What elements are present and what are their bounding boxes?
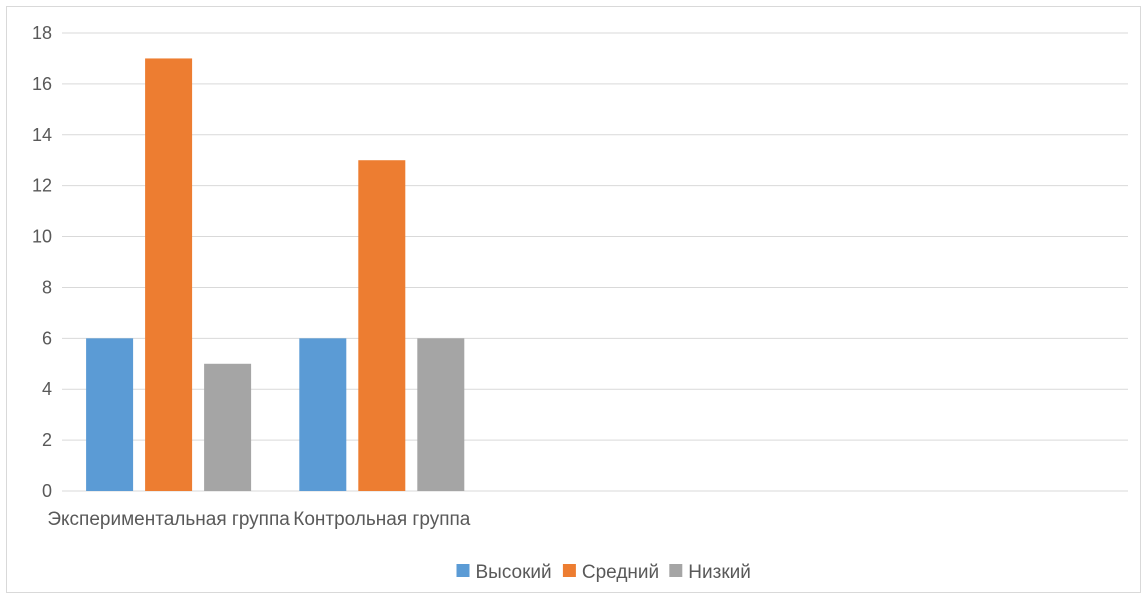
bar-1-Высокий: [86, 338, 134, 491]
y-tick-label: 18: [32, 23, 52, 43]
bars: [86, 58, 465, 491]
legend-swatch: [456, 564, 470, 577]
y-tick-label: 0: [42, 481, 52, 501]
x-category-label: Контрольная группа: [293, 509, 471, 530]
legend-label: Высокий: [476, 562, 552, 583]
y-axis-ticks: 0 2 4 6 8 10 12 14 16 18: [32, 23, 52, 501]
y-tick-label: 10: [32, 227, 52, 247]
bar-2-Средний: [358, 160, 406, 491]
x-axis-categories: Экспериментальная группа Контрольная груп…: [47, 509, 470, 530]
y-tick-label: 16: [32, 74, 52, 94]
y-tick-label: 4: [42, 379, 52, 399]
y-tick-label: 6: [42, 328, 52, 348]
legend-label: Низкий: [688, 562, 751, 583]
y-tick-label: 2: [42, 430, 52, 450]
legend-swatch: [562, 564, 576, 577]
chart-frame: [6, 6, 1141, 593]
y-tick-label: 14: [32, 125, 52, 145]
bar-1-Средний: [145, 58, 193, 491]
bar-2-Низкий: [417, 338, 465, 491]
bar-2-Высокий: [299, 338, 347, 491]
bar-1-Низкий: [204, 363, 252, 491]
legend-swatch: [669, 564, 683, 577]
x-category-label: Экспериментальная группа: [47, 509, 290, 530]
legend-label: Средний: [582, 562, 659, 583]
y-tick-label: 8: [42, 277, 52, 297]
y-tick-label: 12: [32, 176, 52, 196]
legend: Высокий Средний Низкий: [456, 562, 751, 583]
